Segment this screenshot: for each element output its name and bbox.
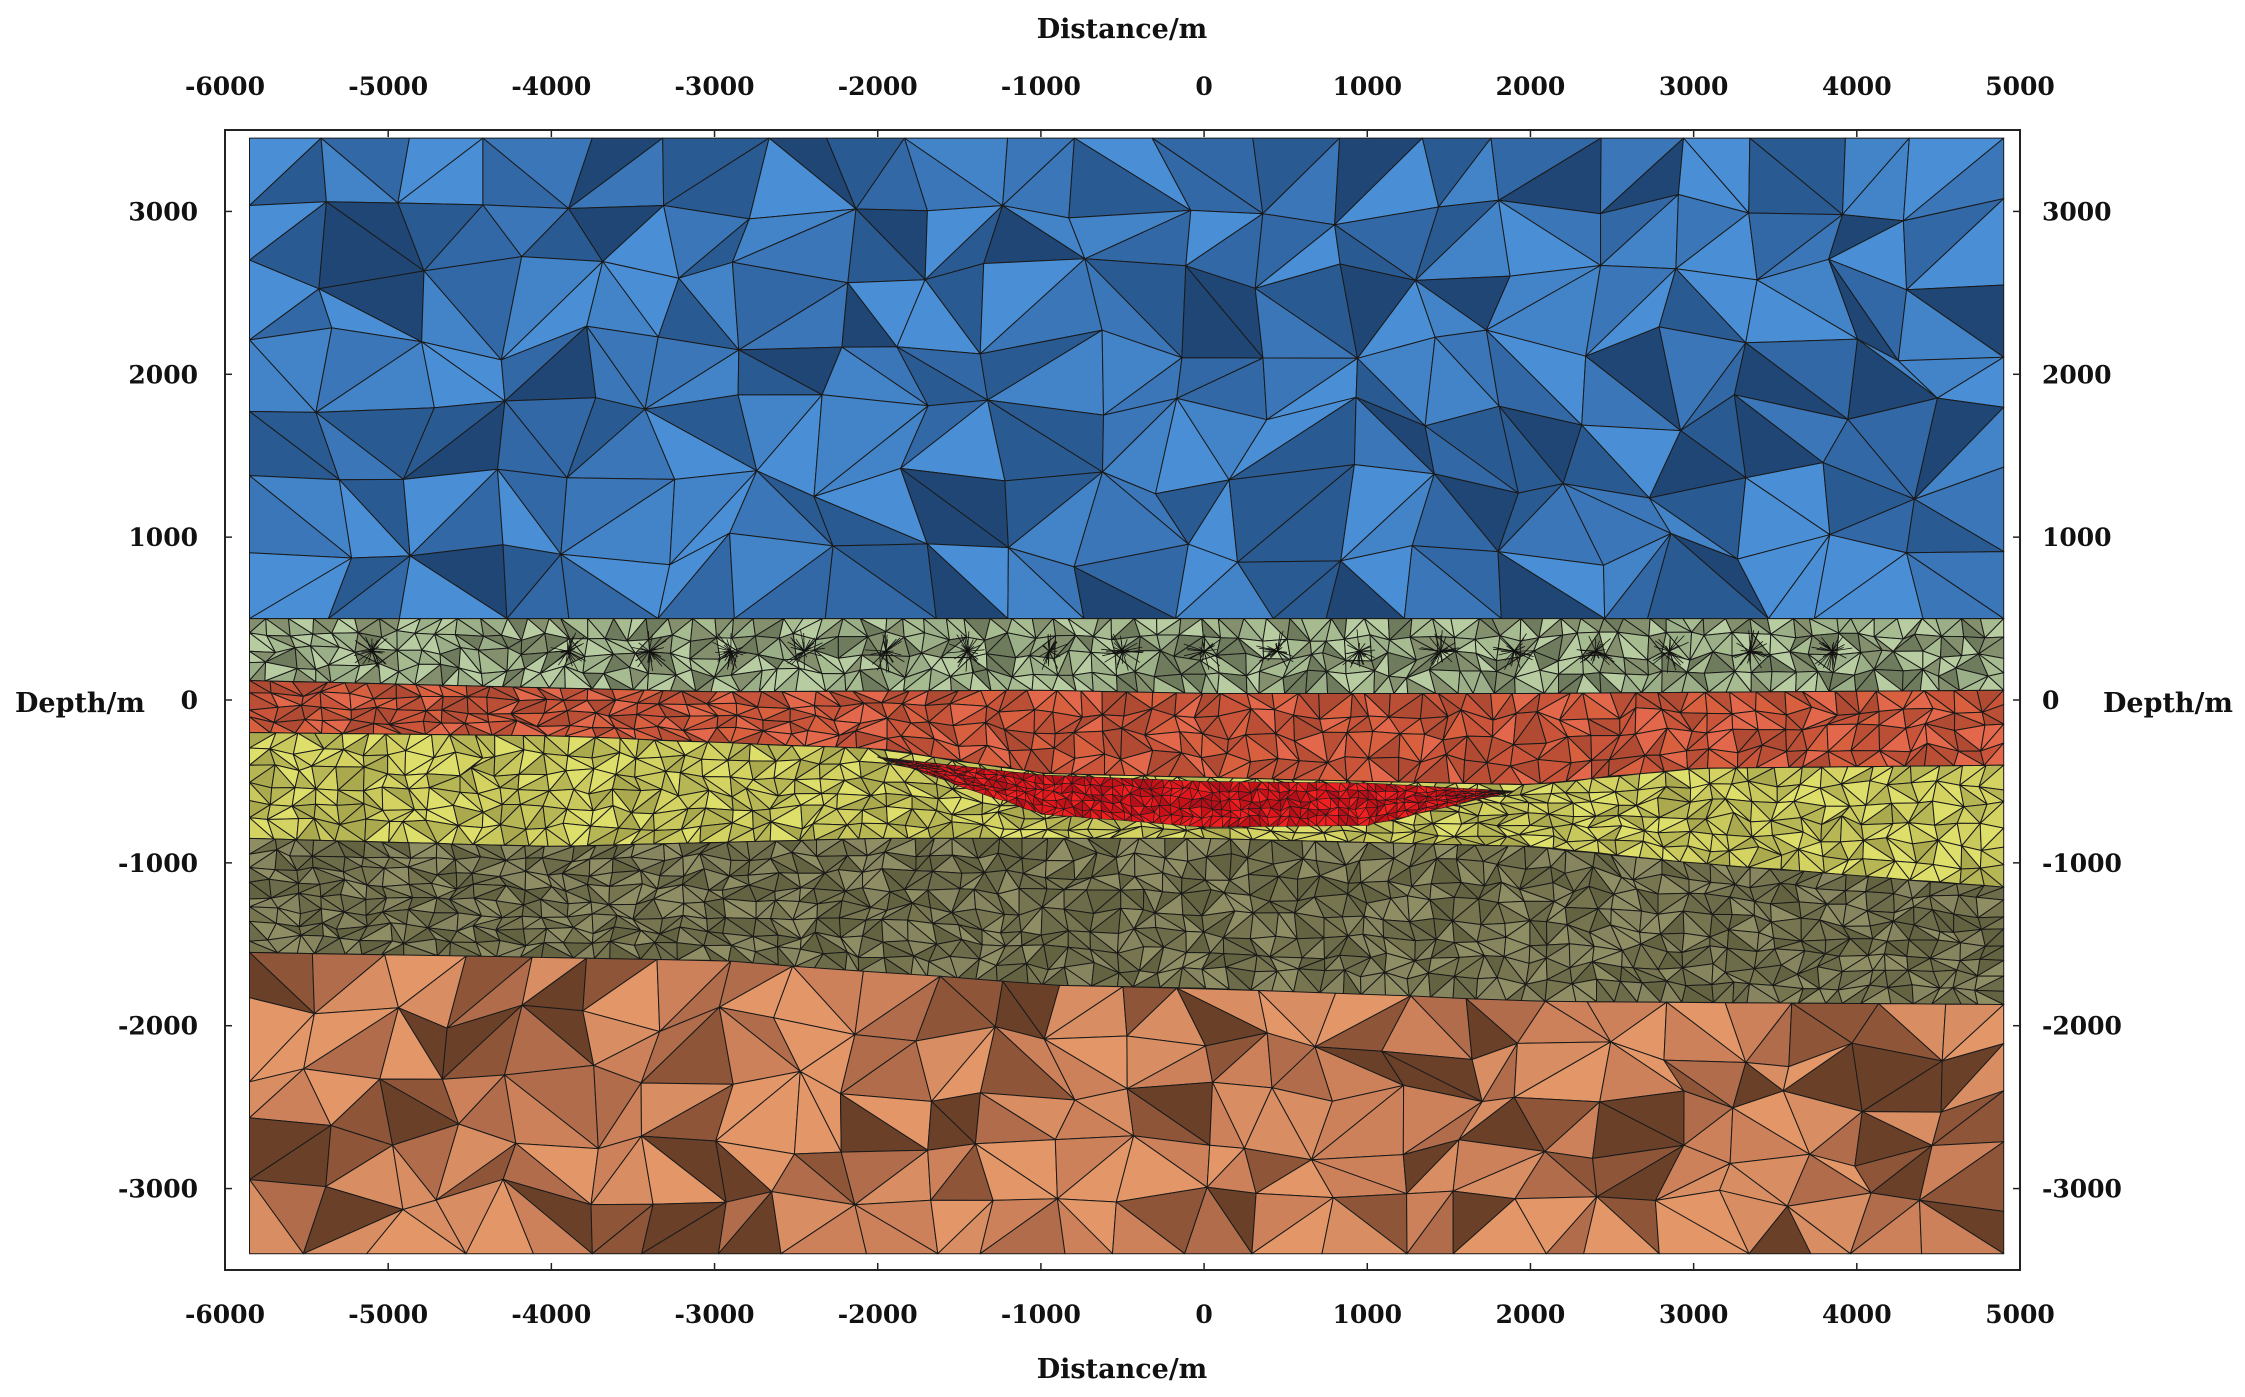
- layer-sediment-red-cell: [886, 738, 913, 754]
- mesh-area: [249, 137, 2005, 1255]
- receiver-mesh-line: [967, 640, 969, 652]
